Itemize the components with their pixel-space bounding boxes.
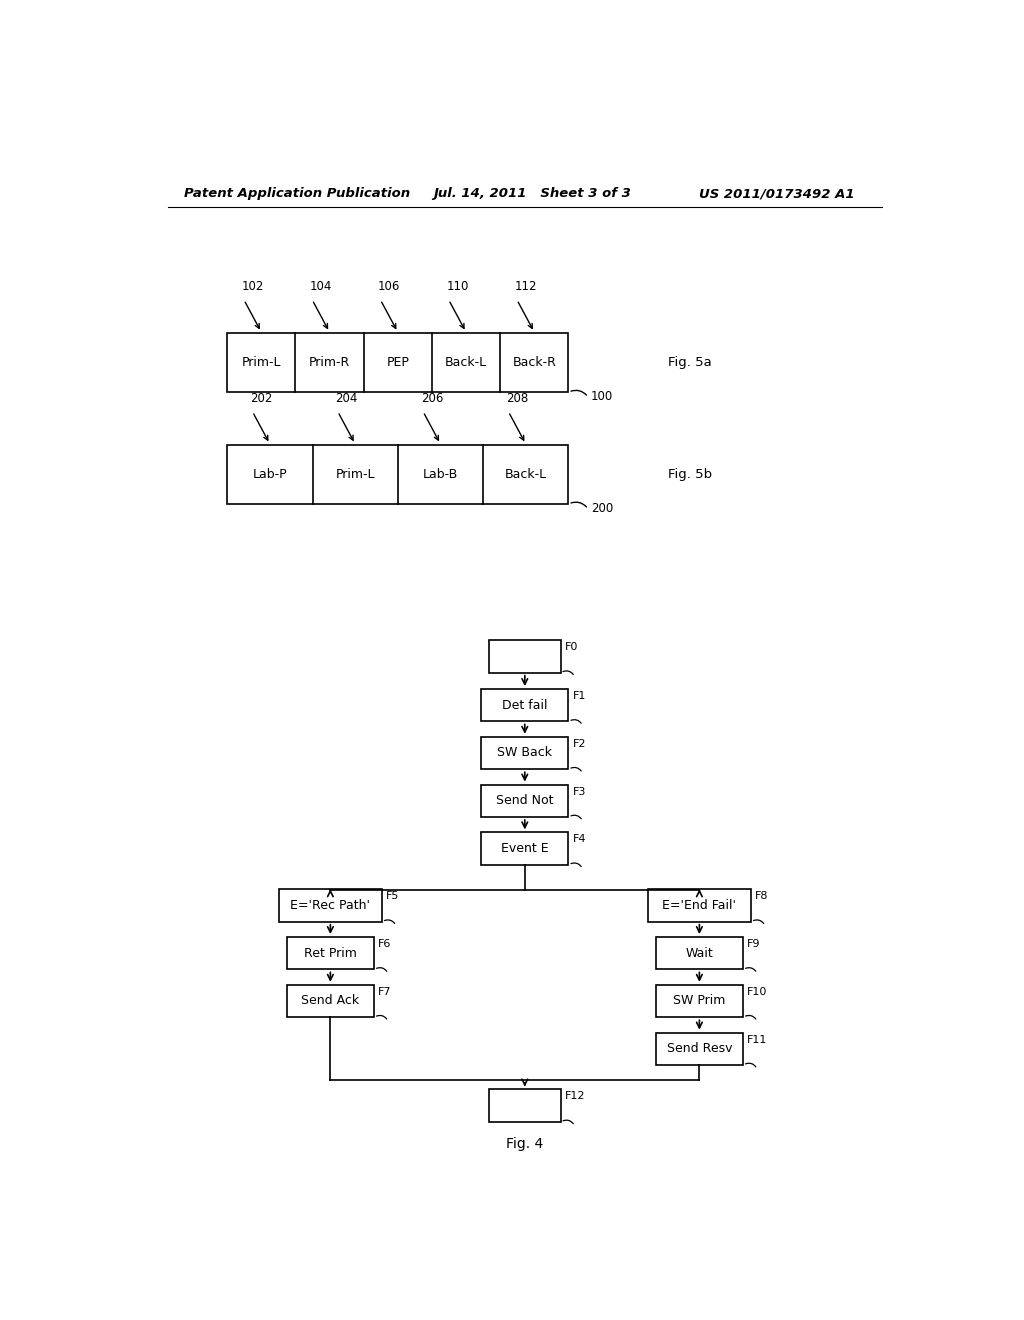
Text: SW Prim: SW Prim [673,994,726,1007]
Text: F9: F9 [748,939,761,949]
Text: F10: F10 [748,987,767,997]
Text: 106: 106 [378,280,400,293]
Text: E='Rec Path': E='Rec Path' [291,899,371,912]
FancyBboxPatch shape [279,890,382,921]
Text: F8: F8 [755,891,768,902]
Text: Lab-P: Lab-P [253,469,287,480]
FancyBboxPatch shape [489,640,560,673]
Text: Det fail: Det fail [502,698,548,711]
Text: Back-L: Back-L [505,469,547,480]
Text: F1: F1 [572,690,586,701]
Text: 204: 204 [335,392,357,405]
Text: Wait: Wait [685,946,714,960]
FancyBboxPatch shape [489,1089,560,1122]
FancyBboxPatch shape [655,937,743,969]
Text: 100: 100 [591,389,613,403]
Text: F5: F5 [386,891,399,902]
Text: US 2011/0173492 A1: US 2011/0173492 A1 [699,187,855,201]
FancyBboxPatch shape [481,833,568,865]
Text: Prim-L: Prim-L [242,356,281,370]
Text: Ret Prim: Ret Prim [304,946,356,960]
Text: F11: F11 [748,1035,767,1044]
FancyBboxPatch shape [655,1032,743,1065]
Text: Prim-R: Prim-R [309,356,350,370]
Text: Back-L: Back-L [445,356,487,370]
Text: F7: F7 [378,987,391,997]
Text: Fig. 5a: Fig. 5a [668,356,712,370]
Text: 200: 200 [591,502,613,515]
Text: F6: F6 [378,939,391,949]
Text: Lab-B: Lab-B [423,469,458,480]
Text: 206: 206 [421,392,443,405]
Text: E='End Fail': E='End Fail' [663,899,736,912]
Text: 102: 102 [242,280,264,293]
Text: Prim-L: Prim-L [336,469,375,480]
FancyBboxPatch shape [481,737,568,770]
FancyBboxPatch shape [481,689,568,722]
FancyBboxPatch shape [481,784,568,817]
FancyBboxPatch shape [227,445,568,504]
Text: SW Back: SW Back [498,747,552,759]
Text: PEP: PEP [386,356,410,370]
Text: F3: F3 [572,787,586,796]
Text: 208: 208 [506,392,528,405]
Text: Send Ack: Send Ack [301,994,359,1007]
Text: F12: F12 [564,1092,585,1101]
Text: Back-R: Back-R [512,356,556,370]
Text: Jul. 14, 2011   Sheet 3 of 3: Jul. 14, 2011 Sheet 3 of 3 [433,187,632,201]
Text: Fig. 4: Fig. 4 [506,1138,544,1151]
Text: 104: 104 [309,280,332,293]
FancyBboxPatch shape [648,890,751,921]
FancyBboxPatch shape [287,937,374,969]
Text: F0: F0 [564,643,578,652]
Text: Send Resv: Send Resv [667,1043,732,1055]
Text: Event E: Event E [501,842,549,855]
Text: Fig. 5b: Fig. 5b [668,469,712,480]
Text: 202: 202 [250,392,272,405]
Text: 110: 110 [446,280,469,293]
Text: Send Not: Send Not [496,795,554,808]
Text: 112: 112 [514,280,537,293]
Text: F4: F4 [572,834,586,845]
FancyBboxPatch shape [287,985,374,1018]
Text: Patent Application Publication: Patent Application Publication [183,187,410,201]
FancyBboxPatch shape [655,985,743,1018]
FancyBboxPatch shape [227,333,568,392]
Text: F2: F2 [572,739,586,748]
